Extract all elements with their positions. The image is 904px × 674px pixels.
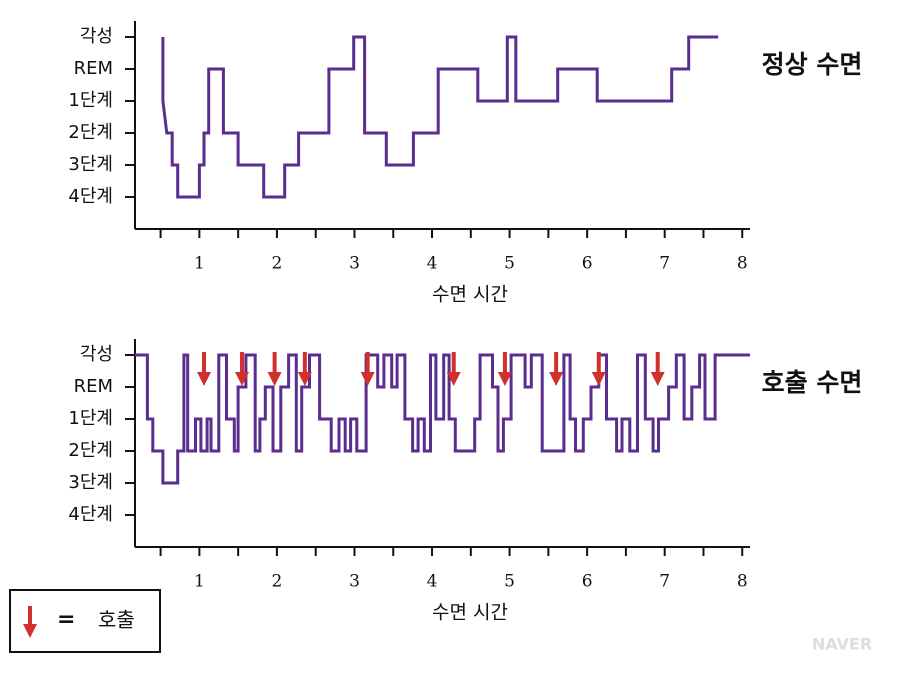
x-tick-label: 5: [504, 572, 515, 592]
sleep-line: [135, 353, 750, 485]
y-tick-label: 각성: [80, 26, 113, 47]
x-tick-label: 6: [582, 572, 593, 592]
legend-box: [9, 589, 161, 653]
x-tick-label: 8: [737, 572, 748, 592]
y-tick-label: REM: [74, 58, 113, 79]
x-tick-label: 4: [427, 572, 438, 592]
call-arrow: [360, 352, 375, 386]
x-tick-label: 1: [194, 254, 205, 274]
call-arrow: [446, 352, 461, 386]
call-arrow: [235, 352, 250, 386]
x-tick-label: 7: [659, 254, 670, 274]
call-arrow: [267, 352, 282, 386]
y-tick-label: 2단계: [68, 122, 113, 143]
y-tick-label: 1단계: [68, 408, 113, 429]
y-tick-label: 2단계: [68, 440, 113, 461]
x-tick-label: 5: [504, 254, 515, 274]
y-tick-label: 1단계: [68, 90, 113, 111]
call-arrow: [297, 352, 312, 386]
call-arrow: [549, 352, 564, 386]
watermark: NAVER: [812, 635, 872, 654]
legend-label: 호출: [98, 608, 135, 632]
y-tick-label: 3단계: [68, 154, 113, 175]
x-tick-label: 2: [272, 572, 283, 592]
y-tick-label: 각성: [80, 344, 113, 365]
x-tick-label: 3: [349, 254, 360, 274]
chart-title: 호출 수면: [762, 368, 863, 397]
legend-symbol: =: [57, 607, 75, 632]
x-tick-label: 1: [194, 572, 205, 592]
call-arrow: [497, 352, 512, 386]
x-axis-label: 수면 시간: [432, 284, 508, 306]
x-tick-label: 8: [737, 254, 748, 274]
y-tick-label: 4단계: [68, 504, 113, 525]
call-arrow: [197, 352, 212, 386]
y-tick-label: 3단계: [68, 472, 113, 493]
y-tick-label: REM: [74, 376, 113, 397]
x-axis-label: 수면 시간: [432, 602, 508, 624]
legend-arrow-head: [23, 624, 37, 638]
x-tick-label: 4: [427, 254, 438, 274]
sleep-line: [161, 35, 719, 199]
chart-title: 정상 수면: [762, 50, 863, 79]
x-tick-label: 7: [659, 572, 670, 592]
x-tick-label: 6: [582, 254, 593, 274]
call-arrow: [650, 352, 665, 386]
x-tick-label: 2: [272, 254, 283, 274]
y-tick-label: 4단계: [68, 186, 113, 207]
call-arrow: [591, 352, 606, 386]
x-tick-label: 3: [349, 572, 360, 592]
